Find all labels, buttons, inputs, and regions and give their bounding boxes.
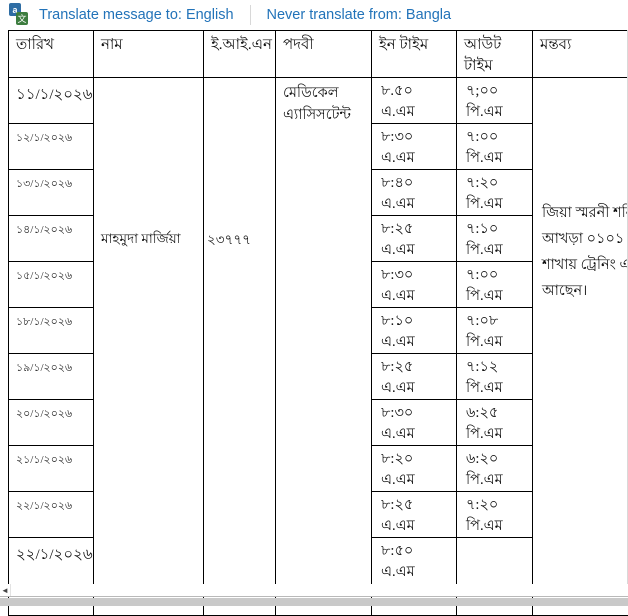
translate-bar-divider xyxy=(250,5,251,25)
out-time-value: ৭:২০ xyxy=(466,175,498,191)
in-time-value: ৮:২৫ xyxy=(381,221,413,237)
in-time-ampm: এ.এম xyxy=(381,518,415,534)
date-cell: ১৮/১/২০২৬ xyxy=(9,308,94,354)
out-time-cell: ৭:০০ পি.এম xyxy=(457,124,533,170)
out-time-value: ৭:২০ xyxy=(466,497,498,513)
header-out-time: আউট টাইম xyxy=(457,31,533,78)
header-comment: মন্তব্য xyxy=(533,31,628,78)
header-ein: ই.আই.এন xyxy=(204,31,276,78)
translate-icon-cjk: 文 xyxy=(16,12,28,25)
date-cell: ১৯/১/২০২৬ xyxy=(9,354,94,400)
in-time-ampm: এ.এম xyxy=(381,288,415,304)
out-time-value: ৬:২০ xyxy=(466,451,498,467)
out-time-cell: ৬:২৫ পি.এম xyxy=(457,400,533,446)
out-time-ampm: পি.এম xyxy=(466,334,503,350)
horizontal-scrollbar[interactable]: ◄ xyxy=(0,584,628,597)
in-time-cell: ৮:৩০ এ.এম xyxy=(372,262,457,308)
header-name: নাম xyxy=(94,31,204,78)
table-row: ১১/১/২০২৬ মাহমুদা মার্জিয়া ২৩৭৭৭ মেডিকে… xyxy=(9,78,628,124)
in-time-value: ৮.৫০ xyxy=(381,83,413,99)
attendance-table-wrap: তারিখ নাম ই.আই.এন পদবী ইন টাইম আউট টাইম … xyxy=(8,30,628,616)
date-cell: ২২/১/২০২৬ xyxy=(9,492,94,538)
date-cell: ১৩/১/২০২৬ xyxy=(9,170,94,216)
out-time-value: ৬:২৫ xyxy=(466,405,498,421)
out-time-cell: ৭:২০ পি.এম xyxy=(457,492,533,538)
in-time-value: ৮:৪০ xyxy=(381,175,413,191)
in-time-value: ৮:২৫ xyxy=(381,359,413,375)
employee-ein-cell: ২৩৭৭৭ xyxy=(204,78,276,616)
never-translate-link[interactable]: Never translate from: Bangla xyxy=(267,7,452,23)
in-time-ampm: এ.এম xyxy=(381,196,415,212)
in-time-cell: ৮:১০ এ.এম xyxy=(372,308,457,354)
out-time-value: ৭:০৮ xyxy=(466,313,498,329)
out-time-value: ৭:১২ xyxy=(466,359,498,375)
in-time-value: ৮:৩০ xyxy=(381,267,413,283)
in-time-value: ৮:২৫ xyxy=(381,497,413,513)
header-out-time-label: আউট টাইম xyxy=(464,35,514,77)
date-cell: ১১/১/২০২৬ xyxy=(9,78,94,124)
out-time-value: ৭;০০ xyxy=(466,83,498,99)
translate-bar: a 文 Translate message to: English Never … xyxy=(0,0,628,29)
in-time-ampm: এ.এম xyxy=(381,242,415,258)
in-time-cell: ৮.৫০ এ.এম xyxy=(372,78,457,124)
in-time-ampm: এ.এম xyxy=(381,380,415,396)
out-time-cell: ৭:০৮ পি.এম xyxy=(457,308,533,354)
out-time-ampm: পি.এম xyxy=(466,472,503,488)
date-cell: ২০/১/২০২৬ xyxy=(9,400,94,446)
date-cell: ১৪/১/২০২৬ xyxy=(9,216,94,262)
out-time-cell: ৭:০০ পি.এম xyxy=(457,262,533,308)
in-time-ampm: এ.এম xyxy=(381,472,415,488)
in-time-value: ৮:২০ xyxy=(381,451,413,467)
header-designation: পদবী xyxy=(276,31,372,78)
in-time-ampm: এ.এম xyxy=(381,334,415,350)
out-time-ampm: পি.এম xyxy=(466,150,503,166)
attendance-table: তারিখ নাম ই.আই.এন পদবী ইন টাইম আউট টাইম … xyxy=(8,30,628,616)
in-time-cell: ৮:২৫ এ.এম xyxy=(372,354,457,400)
date-cell: ১২/১/২০২৬ xyxy=(9,124,94,170)
header-in-time: ইন টাইম xyxy=(372,31,457,78)
in-time-value: ৮:৫০ xyxy=(381,543,413,559)
translate-message-link[interactable]: Translate message to: English xyxy=(39,7,234,23)
in-time-cell: ৮:৩০ এ.এম xyxy=(372,400,457,446)
out-time-cell: ৭;০০ পি.এম xyxy=(457,78,533,124)
in-time-ampm: এ.এম xyxy=(381,426,415,442)
in-time-ampm: এ.এম xyxy=(381,564,415,580)
out-time-cell: ৬:২০ পি.এম xyxy=(457,446,533,492)
translate-icon: a 文 xyxy=(9,5,28,24)
in-time-cell: ৮:২৫ এ.এম xyxy=(372,492,457,538)
out-time-ampm: পি.এম xyxy=(466,426,503,442)
in-time-cell: ৮:৩০ এ.এম xyxy=(372,124,457,170)
date-cell: ২১/১/২০২৬ xyxy=(9,446,94,492)
out-time-ampm: পি.এম xyxy=(466,104,503,120)
out-time-value: ৭:১০ xyxy=(466,221,498,237)
in-time-value: ৮:৩০ xyxy=(381,405,413,421)
employee-name-cell: মাহমুদা মার্জিয়া xyxy=(94,78,204,616)
comment-cell: জিয়া স্মরনী শনির আখড়া ০১০১ শাখায় ট্রে… xyxy=(533,78,628,616)
in-time-value: ৮:৩০ xyxy=(381,129,413,145)
out-time-ampm: পি.এম xyxy=(466,242,503,258)
out-time-cell: ৭:১০ পি.এম xyxy=(457,216,533,262)
in-time-cell: ৮:২০ এ.এম xyxy=(372,446,457,492)
in-time-ampm: এ.এম xyxy=(381,150,415,166)
employee-designation-cell: মেডিকেল এ্যাসিসটেন্ট xyxy=(276,78,372,616)
in-time-cell: ৮:৪০ এ.এম xyxy=(372,170,457,216)
header-date: তারিখ xyxy=(9,31,94,78)
in-time-value: ৮:১০ xyxy=(381,313,413,329)
bottom-scrollbar-track[interactable] xyxy=(0,598,628,606)
out-time-ampm: পি.এম xyxy=(466,196,503,212)
out-time-value: ৭:০০ xyxy=(466,267,498,283)
out-time-ampm: পি.এম xyxy=(466,380,503,396)
out-time-value: ৭:০০ xyxy=(466,129,498,145)
in-time-ampm: এ.এম xyxy=(381,104,415,120)
in-time-cell: ৮:২৫ এ.এম xyxy=(372,216,457,262)
scroll-left-arrow-icon[interactable]: ◄ xyxy=(0,584,11,596)
out-time-cell: ৭:২০ পি.এম xyxy=(457,170,533,216)
out-time-ampm: পি.এম xyxy=(466,288,503,304)
date-cell: ১৫/১/২০২৬ xyxy=(9,262,94,308)
out-time-cell: ৭:১২ পি.এম xyxy=(457,354,533,400)
out-time-ampm: পি.এম xyxy=(466,518,503,534)
table-header-row: তারিখ নাম ই.আই.এন পদবী ইন টাইম আউট টাইম … xyxy=(9,31,628,78)
